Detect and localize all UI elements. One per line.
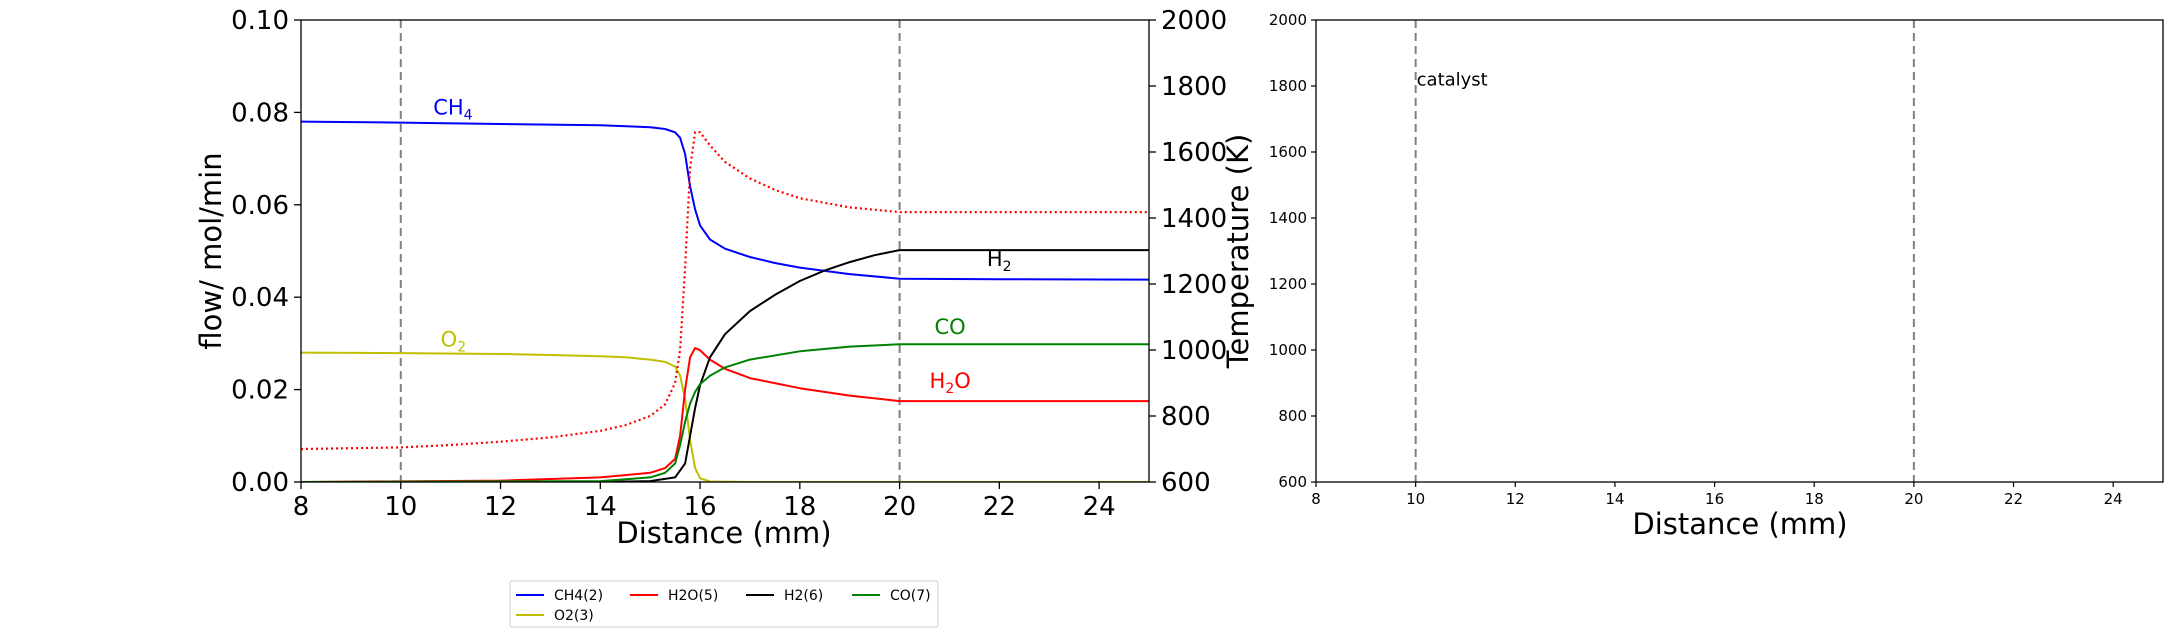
y-tick-label: 600 (1278, 473, 1307, 491)
x-tick-label: 20 (1904, 490, 1923, 508)
chart-left-x-ticks: 8 10 12 14 16 18 20 22 24 (293, 482, 1116, 522)
y2-tick-label: 1400 (1161, 204, 1227, 234)
chart-left-y-ticks: 0.00 0.02 0.04 0.06 0.08 0.10 (231, 6, 301, 498)
annotation-subscript: 2 (1003, 259, 1012, 275)
y2-tick-label: 1800 (1161, 72, 1227, 102)
y-tick-label: 0.02 (231, 376, 289, 406)
y-tick-label: 0.08 (231, 98, 289, 128)
annotation-tail: O (954, 369, 971, 393)
y-tick-label: 800 (1278, 407, 1307, 425)
annotation-ch4: CH4 (433, 96, 472, 124)
x-tick-label: 10 (384, 492, 417, 522)
series-line-o2-3 (301, 351, 1149, 482)
x-tick-label: 14 (584, 492, 617, 522)
y-tick-label: 1800 (1269, 77, 1307, 95)
chart-right-x-axis-label: Distance (mm) (1632, 507, 1847, 541)
x-tick-label: 24 (2104, 490, 2123, 508)
series-line-h2o-5 (301, 347, 1149, 482)
legend-entry-h2-6: H2(6) (746, 588, 823, 604)
series-line-temperature (301, 131, 1149, 451)
annotation-h2: H2 (987, 247, 1012, 275)
x-tick-label: 14 (1605, 490, 1624, 508)
annotation-co: CO (935, 315, 966, 339)
legend-entry-co-7: CO(7) (852, 588, 931, 604)
legend-box (509, 580, 939, 628)
legend-label: H2(6) (784, 588, 823, 604)
y2-tick-label: 800 (1161, 402, 1211, 432)
annotation-subscript: 2 (457, 340, 466, 356)
legend-entry-ch4-2: CH4(2) (516, 588, 603, 604)
annotation-base: O (441, 328, 458, 352)
annotation-base: H (987, 247, 1003, 271)
legend-label: CO(7) (890, 588, 931, 604)
series-line-ch4-2 (301, 120, 1149, 281)
x-tick-label: 22 (983, 492, 1016, 522)
legend-entry-h2o-5: H2O(5) (630, 588, 718, 604)
chart-left-y-axis-label: flow/ mol/min (194, 152, 228, 349)
chart-right-y-ticks: 600 800 1000 1200 1400 1600 1800 2000 (1269, 11, 1316, 491)
chart-right-annotations: catalyst (1417, 69, 1488, 90)
annotation-o2: O2 (441, 328, 466, 356)
chart-right-frame (1315, 19, 2164, 483)
x-tick-label: 8 (1311, 490, 1321, 508)
y2-tick-label: 2000 (1161, 6, 1227, 36)
x-tick-label: 24 (1083, 492, 1116, 522)
annotation-subscript: 4 (464, 108, 473, 124)
x-tick-label: 20 (883, 492, 916, 522)
y-tick-label: 1200 (1269, 275, 1307, 293)
annotation-catalyst: catalyst (1417, 69, 1488, 90)
legend-entry-o2-3: O2(3) (516, 608, 594, 624)
legend-label: O2(3) (554, 608, 594, 624)
chart-right-x-ticks: 8 10 12 14 16 18 20 22 24 (1311, 482, 2123, 508)
annotation-base: H (930, 369, 946, 393)
x-tick-label: 22 (2004, 490, 2023, 508)
x-tick-label: 8 (293, 492, 310, 522)
x-tick-label: 12 (484, 492, 517, 522)
y-tick-label: 0.00 (231, 468, 289, 498)
series-line-h2-6 (301, 249, 1149, 482)
chart-left-frame (300, 19, 1150, 483)
chart-left-plot-area (300, 19, 1150, 483)
y2-tick-label: 1200 (1161, 270, 1227, 300)
y-tick-label: 2000 (1269, 11, 1307, 29)
legend-label: CH4(2) (554, 588, 603, 604)
annotation-h2o: H2O (930, 369, 971, 397)
chart-right: 8 10 12 14 16 18 20 22 24 600 800 1000 1200 1400 1600… (1269, 11, 2164, 541)
annotation-base: CO (935, 315, 966, 339)
y-tick-label: 1600 (1269, 143, 1307, 161)
x-tick-label: 10 (1406, 490, 1425, 508)
y2-tick-label: 1600 (1161, 138, 1227, 168)
chart-left-y2-axis-label: Temperature (K) (1221, 134, 1255, 370)
x-tick-label: 16 (1705, 490, 1724, 508)
x-tick-label: 16 (684, 492, 717, 522)
annotation-base: CH (433, 96, 463, 120)
legend-label: H2O(5) (668, 588, 718, 604)
y2-tick-label: 600 (1161, 468, 1211, 498)
chart-right-plot-area (1315, 19, 2164, 483)
y2-tick-label: 1000 (1161, 336, 1227, 366)
chart-left-x-axis-label: Distance (mm) (616, 516, 831, 550)
legend: CH4(2) H2O(5) H2(6) CO(7) O2(3) (509, 580, 939, 628)
chart-left-y2-ticks: 600 800 1000 1200 1400 1600 1800 2000 (1149, 6, 1227, 498)
y-tick-label: 0.10 (231, 6, 289, 36)
y-tick-label: 1400 (1269, 209, 1307, 227)
x-tick-label: 12 (1506, 490, 1525, 508)
x-tick-label: 18 (783, 492, 816, 522)
chart-left: 8 10 12 14 16 18 20 22 24 0.000.020.040.060.080.… (194, 6, 1255, 628)
y-tick-label: 0.04 (231, 283, 289, 313)
y-tick-label: 0.06 (231, 191, 289, 221)
annotation-subscript: 2 (945, 381, 954, 397)
y-tick-label: 1000 (1269, 341, 1307, 359)
series-line-co-7 (301, 343, 1149, 482)
x-tick-label: 18 (1805, 490, 1824, 508)
